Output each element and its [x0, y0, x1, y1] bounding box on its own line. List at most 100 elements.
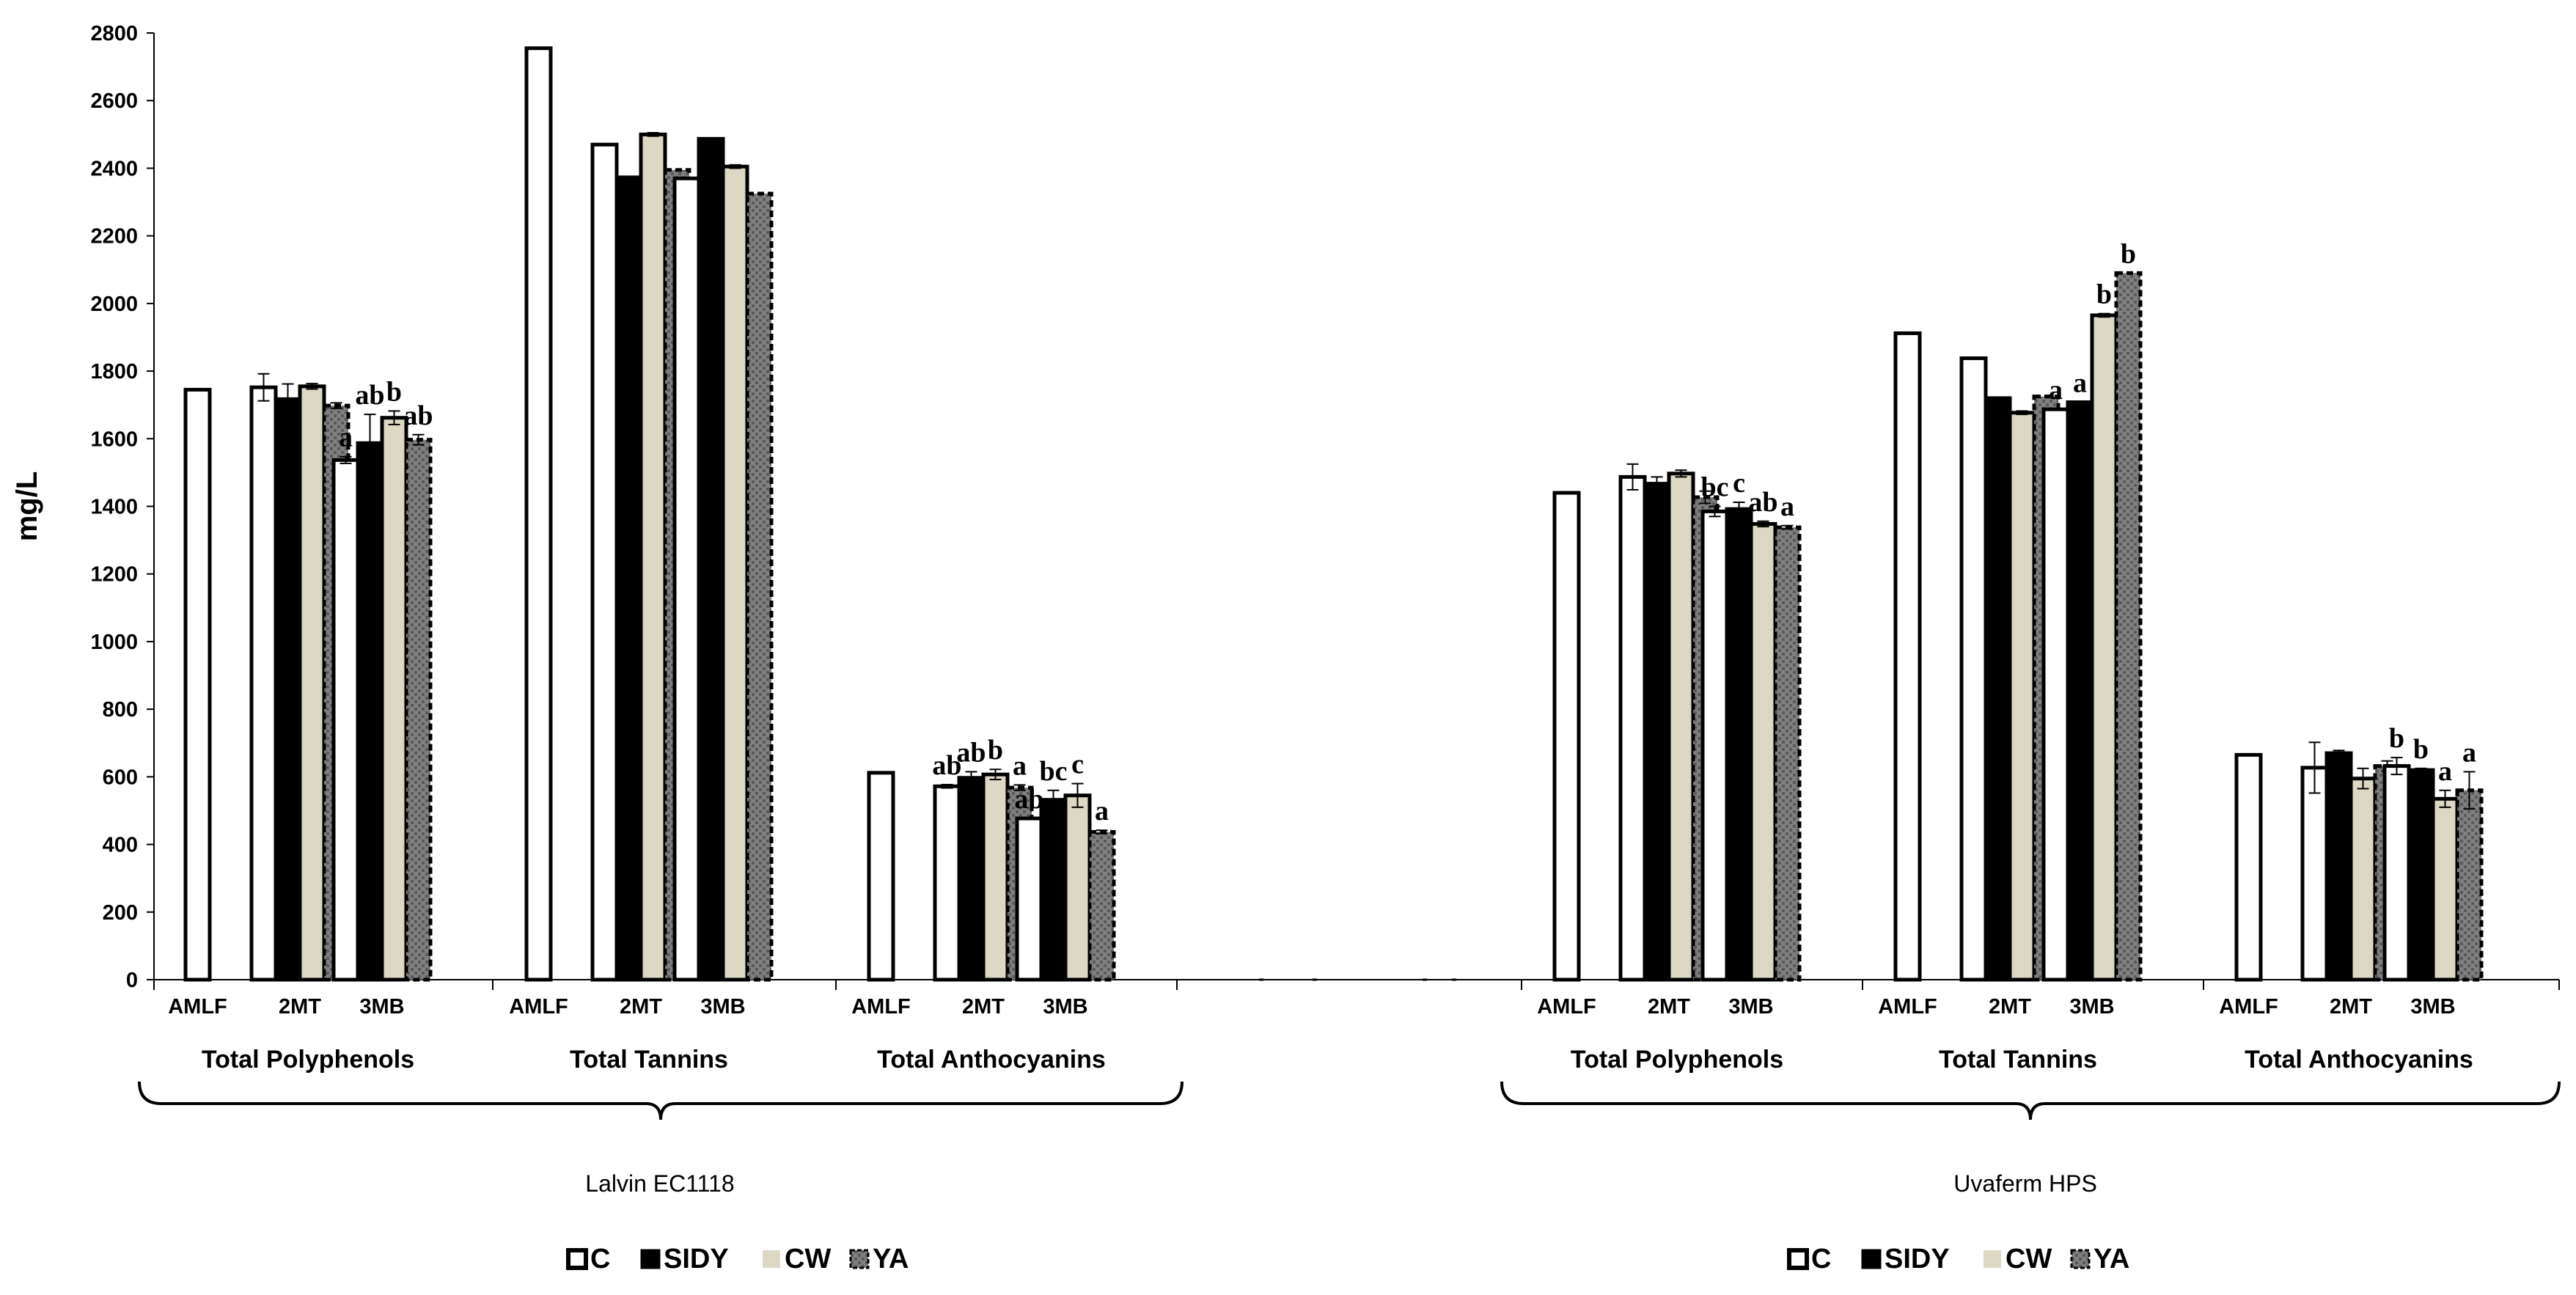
group-label: Total Anthocyanins: [2245, 1046, 2473, 1074]
bar-sidy: [1039, 798, 1068, 982]
bar-c: [1959, 356, 1988, 982]
bar-amlf: [1552, 491, 1581, 982]
bar-cw: [2431, 796, 2459, 982]
bar-layer: [183, 46, 2484, 982]
group-label: Total Anthocyanins: [877, 1046, 1106, 1074]
legend-marker-c: [566, 1248, 588, 1270]
significance-letter: a: [1013, 750, 1027, 781]
y-tick-label: 2600: [90, 89, 138, 113]
bar-c: [672, 176, 701, 982]
legend-marker-sidy: [1861, 1249, 1882, 1269]
significance-letter: bc: [1701, 472, 1729, 503]
bar-amlf: [1893, 331, 1922, 982]
yeast-bracket: [138, 1081, 1184, 1120]
bar-cw: [981, 772, 1010, 982]
bar-amlf: [867, 771, 895, 982]
bar-c: [331, 458, 360, 982]
bar-c: [2300, 766, 2329, 982]
bar-ya: [2455, 788, 2484, 982]
legend-label: SIDY: [1885, 1244, 1950, 1274]
bar-amlf: [183, 387, 212, 982]
bar-amlf: [524, 46, 553, 982]
legend-label: C: [590, 1244, 610, 1274]
y-tick-label: 800: [103, 698, 138, 722]
bar-cw: [2349, 777, 2377, 982]
bar-cw: [2008, 411, 2036, 982]
significance-letter: b: [2096, 279, 2112, 310]
significance-letter: a: [1095, 796, 1109, 826]
bar-ya: [404, 438, 433, 982]
significance-letter: b: [2121, 238, 2136, 269]
bar-sidy: [1984, 396, 2012, 982]
x-tick-label: AMLF: [851, 995, 911, 1019]
legend-label: CW: [2006, 1244, 2052, 1274]
x-tick-label: 2MT: [620, 995, 662, 1019]
significance-letter: a: [1780, 491, 1794, 522]
bar-c: [249, 385, 278, 982]
bar-cw: [2090, 313, 2118, 982]
x-tick-label: 3MB: [700, 995, 745, 1019]
bar-cw: [1749, 521, 1777, 982]
group-label: Total Polyphenols: [1571, 1046, 1783, 1074]
legend-marker-sidy: [640, 1249, 661, 1269]
y-tick-label: 2800: [90, 22, 138, 45]
significance-letter: b: [2413, 734, 2429, 765]
bar-cw: [1063, 793, 1092, 982]
significance-letter: a: [2462, 737, 2476, 768]
group-label: Total Tannins: [570, 1046, 728, 1074]
bar-c: [1618, 474, 1647, 982]
significance-letter: ab: [956, 737, 986, 768]
significance-letter: c: [1733, 468, 1745, 499]
legend-marker-cw: [1984, 1250, 2001, 1268]
x-tick-label: 2MT: [2330, 995, 2372, 1019]
axis-layer: 0 200 400 600 800 1000 1200 1400 1600 1800 2000 220…: [11, 22, 2560, 992]
legend-label: CW: [785, 1244, 831, 1274]
x-tick-label: 2MT: [1989, 995, 2031, 1019]
x-tick-label: 2MT: [1648, 995, 1690, 1019]
legend-label: SIDY: [664, 1244, 729, 1274]
bar-cw: [1667, 472, 1695, 982]
bar-sidy: [1643, 482, 1671, 982]
yeast-label: Uvaferm HPS: [1953, 1170, 2097, 1197]
significance-letter: c: [1071, 749, 1084, 780]
significance-letter: b: [988, 735, 1003, 766]
y-tick-label: 1000: [90, 631, 138, 654]
bar-c: [2382, 764, 2411, 982]
y-tick-label: 1400: [90, 496, 138, 519]
bar-c: [933, 784, 961, 982]
legend-marker-ya: [849, 1249, 870, 1269]
x-tick-label: 2MT: [279, 995, 321, 1019]
significance-letter: b: [386, 376, 402, 407]
bar-sidy: [697, 136, 725, 982]
y-axis-title: mg/L: [11, 472, 43, 542]
y-tick-label: 400: [103, 834, 138, 857]
y-tick-label: 2400: [90, 157, 138, 180]
bar-c: [590, 142, 619, 982]
x-tick-label: 3MB: [1043, 995, 1087, 1019]
x-tick-label: AMLF: [509, 995, 568, 1019]
x-tick-label: AMLF: [168, 995, 227, 1019]
y-tick-label: 2200: [90, 225, 138, 249]
bar-cw: [639, 132, 667, 982]
bar-sidy: [614, 175, 643, 982]
yeast-label: Lalvin EC1118: [585, 1170, 734, 1197]
significance-letter: ab: [1748, 487, 1777, 518]
significance-letter: a: [339, 422, 353, 453]
significance-letter: ab: [932, 750, 961, 781]
legend-marker-c: [1787, 1248, 1809, 1270]
y-tick-label: 0: [126, 969, 138, 992]
y-tick-label: 600: [103, 766, 138, 789]
yeast-bracket: [1500, 1081, 2561, 1120]
significance-letter: b: [2389, 723, 2404, 754]
significance-letter: ab: [1014, 784, 1043, 815]
bar-sidy: [957, 776, 986, 982]
y-tick-label: 1800: [90, 360, 138, 384]
bar-cw: [380, 416, 408, 982]
legend-marker-ya: [2070, 1249, 2091, 1269]
x-tick-label: 3MB: [359, 995, 404, 1019]
bar-sidy: [2407, 768, 2435, 982]
x-tick-label: AMLF: [1878, 995, 1937, 1019]
significance-letter: a: [2438, 756, 2452, 787]
